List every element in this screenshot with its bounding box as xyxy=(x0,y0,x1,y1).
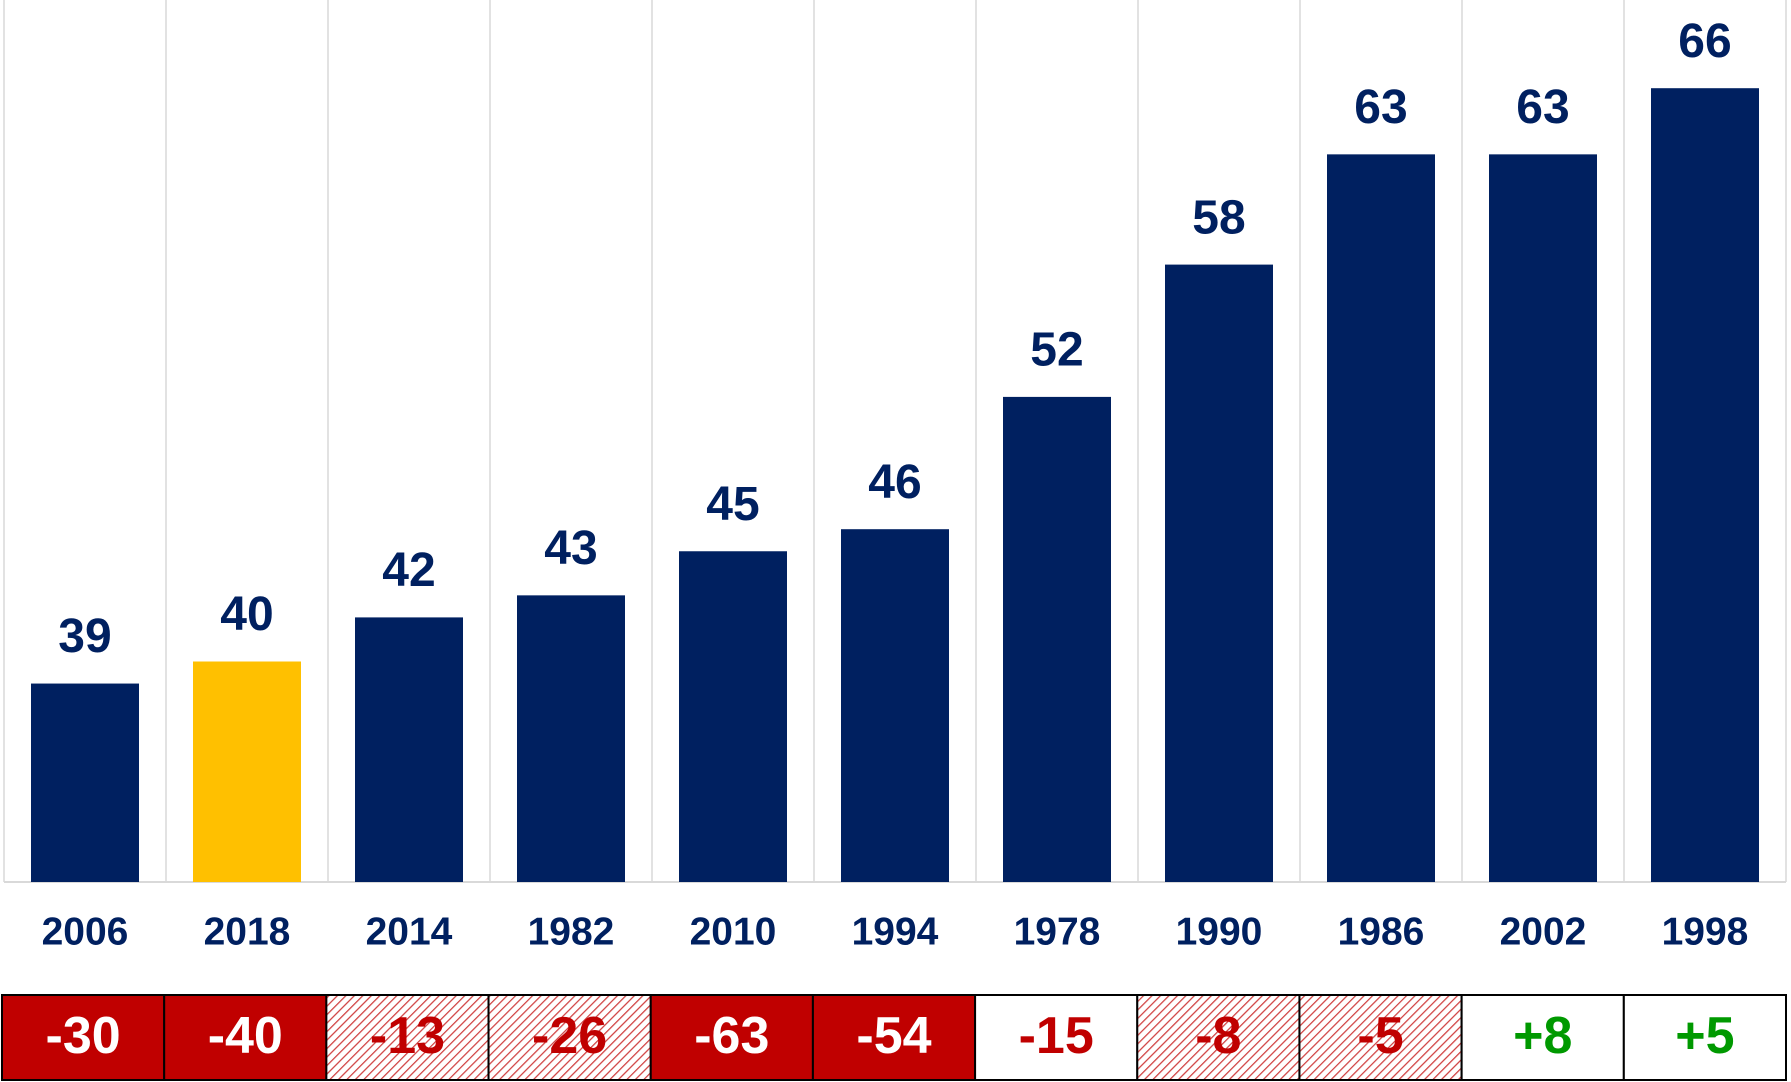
bar xyxy=(1489,154,1597,883)
change-cell xyxy=(487,994,652,1081)
x-tick-label: 1998 xyxy=(1662,910,1749,953)
x-tick-label: 1990 xyxy=(1176,910,1263,953)
change-cell xyxy=(974,994,1139,1081)
value-label: 39 xyxy=(58,610,111,663)
value-label: 46 xyxy=(868,456,921,509)
change-cell xyxy=(811,994,977,1081)
bar xyxy=(31,683,139,882)
change-cell xyxy=(1460,994,1625,1081)
value-label: 52 xyxy=(1030,324,1083,377)
value-label: 63 xyxy=(1516,81,1569,134)
bar xyxy=(355,617,463,882)
x-tick-label: 2014 xyxy=(366,910,453,953)
change-cell xyxy=(163,994,328,1081)
value-label: 45 xyxy=(706,478,759,531)
value-label: 58 xyxy=(1192,191,1245,244)
change-label: -30 xyxy=(46,1007,121,1065)
value-label: 40 xyxy=(220,588,273,641)
bar xyxy=(841,529,949,882)
change-label: -40 xyxy=(208,1007,283,1065)
change-label: -13 xyxy=(370,1007,445,1065)
change-label: -54 xyxy=(856,1007,931,1065)
x-tick-label: 2006 xyxy=(42,910,129,953)
change-label: -8 xyxy=(1195,1007,1241,1065)
bar xyxy=(517,595,625,882)
x-tick-label: 2010 xyxy=(690,910,777,953)
bar xyxy=(193,661,301,882)
bar xyxy=(1327,154,1435,883)
change-label: -63 xyxy=(694,1007,769,1065)
value-label: 43 xyxy=(544,522,597,575)
x-tick-label: 1978 xyxy=(1014,910,1101,953)
change-label: -15 xyxy=(1019,1007,1094,1065)
change-label: -5 xyxy=(1357,1007,1403,1065)
change-cell xyxy=(325,994,490,1081)
bar xyxy=(679,551,787,882)
x-tick-label: 1982 xyxy=(528,910,615,953)
change-label: +8 xyxy=(1513,1007,1572,1065)
change-label: +5 xyxy=(1675,1007,1734,1065)
bar xyxy=(1651,88,1759,882)
bar xyxy=(1003,396,1111,882)
bar xyxy=(1165,264,1273,883)
value-label: 66 xyxy=(1678,15,1731,68)
change-label: -26 xyxy=(532,1007,607,1065)
value-label: 42 xyxy=(382,544,435,597)
x-tick-label: 1986 xyxy=(1338,910,1425,953)
x-tick-label: 2018 xyxy=(204,910,291,953)
change-cell xyxy=(1298,994,1463,1081)
x-tick-label: 2002 xyxy=(1500,910,1587,953)
change-cell xyxy=(649,994,814,1081)
x-tick-label: 1994 xyxy=(852,910,939,953)
value-label: 63 xyxy=(1354,81,1407,134)
change-cell xyxy=(1622,994,1788,1081)
